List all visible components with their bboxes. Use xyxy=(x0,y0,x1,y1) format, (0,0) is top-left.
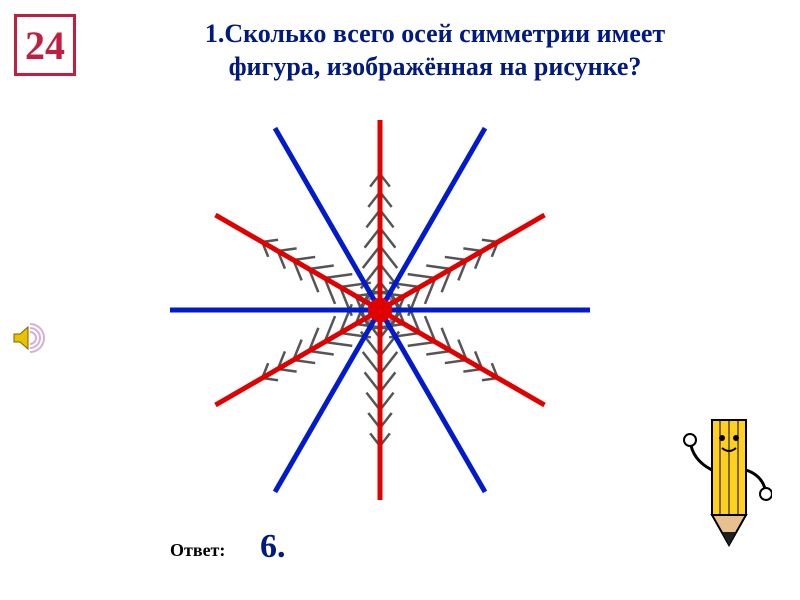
question-line-1: 1.Сколько всего осей симметрии имеет xyxy=(205,19,665,48)
answer-label: Ответ: xyxy=(170,540,225,561)
slide-number: 24 xyxy=(25,22,65,69)
sound-icon[interactable] xyxy=(10,320,46,356)
question-line-2: фигура, изображённая на рисунке? xyxy=(229,52,642,81)
answer-value: 6. xyxy=(260,528,286,566)
pencil-character xyxy=(682,400,772,550)
symmetry-diagram xyxy=(170,100,590,520)
question-text: 1.Сколько всего осей симметрии имеет фиг… xyxy=(100,18,770,83)
slide-number-box: 24 xyxy=(14,14,76,76)
